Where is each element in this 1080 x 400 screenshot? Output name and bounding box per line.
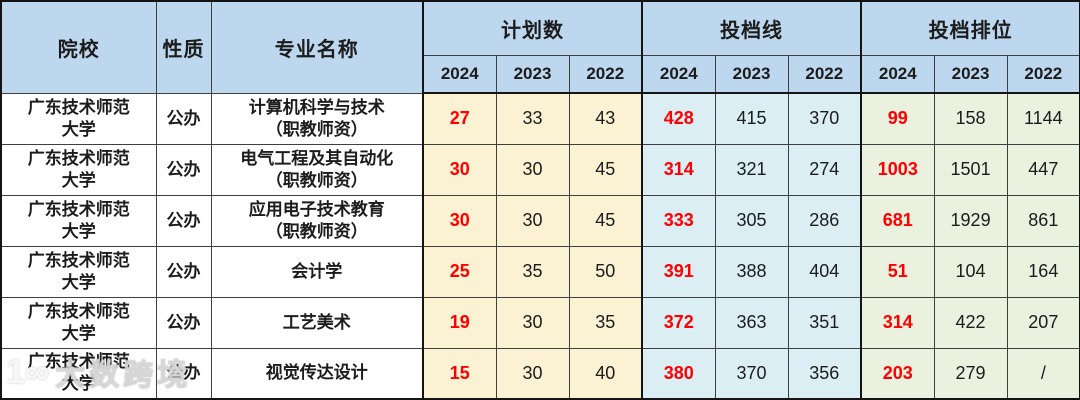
nature-cell: 公办 — [155, 296, 212, 349]
header-major: 专业名称 — [210, 0, 424, 94]
rank-2023-cell: 1501 — [933, 143, 1008, 196]
institution-cell: 广东技术师范 大学 — [0, 347, 157, 400]
major-cell: 视觉传达设计 — [210, 347, 424, 400]
line-2023-cell: 415 — [714, 92, 789, 145]
line-2023-cell: 321 — [714, 143, 789, 196]
rank-2022-cell: 861 — [1006, 194, 1080, 247]
line-2024-cell: 333 — [641, 194, 716, 247]
plan-2024-cell: 27 — [422, 92, 497, 145]
rank-2024-cell: 203 — [860, 347, 935, 400]
rank-2022-cell: 447 — [1006, 143, 1080, 196]
plan-2023-cell: 30 — [495, 347, 570, 400]
header-group-line: 投档线 — [641, 0, 862, 56]
plan-2023-cell: 30 — [495, 194, 570, 247]
header-group-plan: 计划数 — [421, 0, 643, 56]
line-2024-cell: 428 — [641, 92, 716, 145]
major-cell: 工艺美术 — [210, 296, 424, 349]
plan-2024-cell: 19 — [422, 296, 497, 349]
header-institution: 院校 — [0, 0, 157, 94]
header-line-2024: 2024 — [641, 54, 716, 94]
major-cell: 会计学 — [210, 245, 424, 298]
line-2022-cell: 404 — [787, 245, 862, 298]
line-2023-cell: 305 — [714, 194, 789, 247]
line-2023-cell: 363 — [714, 296, 789, 349]
major-cell: 电气工程及其自动化 （职教师资） — [210, 143, 424, 196]
major-cell: 计算机科学与技术 （职教师资） — [210, 92, 424, 145]
line-2024-cell: 380 — [641, 347, 716, 400]
line-2022-cell: 370 — [787, 92, 862, 145]
rank-2023-cell: 158 — [933, 92, 1008, 145]
rank-2022-cell: / — [1006, 347, 1080, 400]
table-row: 广东技术师范 大学 公办 视觉传达设计 15 30 40 380 370 356 … — [0, 347, 1080, 400]
nature-cell: 公办 — [155, 143, 212, 196]
table-row: 广东技术师范 大学 公办 电气工程及其自动化 （职教师资） 30 30 45 314… — [0, 143, 1080, 196]
plan-2024-cell: 30 — [422, 143, 497, 196]
rank-2024-cell: 314 — [860, 296, 935, 349]
header-line-2022: 2022 — [787, 54, 862, 94]
rank-2023-cell: 422 — [933, 296, 1008, 349]
rank-2024-cell: 681 — [860, 194, 935, 247]
table-row: 广东技术师范 大学 公办 应用电子技术教育 （职教师资） 30 30 45 333 … — [0, 194, 1080, 247]
institution-cell: 广东技术师范 大学 — [0, 296, 157, 349]
plan-2024-cell: 25 — [422, 245, 497, 298]
plan-2024-cell: 15 — [422, 347, 497, 400]
nature-cell: 公办 — [155, 347, 212, 400]
line-2024-cell: 314 — [641, 143, 716, 196]
line-2022-cell: 286 — [787, 194, 862, 247]
rank-2022-cell: 207 — [1006, 296, 1080, 349]
rank-2022-cell: 164 — [1006, 245, 1080, 298]
plan-2022-cell: 45 — [568, 194, 643, 247]
nature-cell: 公办 — [155, 92, 212, 145]
line-2023-cell: 388 — [714, 245, 789, 298]
line-2022-cell: 356 — [787, 347, 862, 400]
institution-cell: 广东技术师范 大学 — [0, 92, 157, 145]
plan-2022-cell: 45 — [568, 143, 643, 196]
table-row: 广东技术师范 大学 公办 会计学 25 35 50 391 388 404 51 … — [0, 245, 1080, 298]
nature-cell: 公办 — [155, 245, 212, 298]
header-group-rank: 投档排位 — [860, 0, 1080, 56]
plan-2022-cell: 50 — [568, 245, 643, 298]
rank-2024-cell: 1003 — [860, 143, 935, 196]
line-2022-cell: 351 — [787, 296, 862, 349]
institution-cell: 广东技术师范 大学 — [0, 143, 157, 196]
line-2022-cell: 274 — [787, 143, 862, 196]
header-plan-2023: 2023 — [495, 54, 570, 94]
line-2024-cell: 372 — [641, 296, 716, 349]
rank-2023-cell: 104 — [933, 245, 1008, 298]
table-row: 广东技术师范 大学 公办 计算机科学与技术 （职教师资） 27 33 43 428 … — [0, 92, 1080, 145]
header-rank-2022: 2022 — [1006, 54, 1080, 94]
header-rank-2024: 2024 — [860, 54, 935, 94]
header-rank-2023: 2023 — [933, 54, 1008, 94]
plan-2023-cell: 30 — [495, 296, 570, 349]
header-plan-2022: 2022 — [568, 54, 643, 94]
line-2023-cell: 370 — [714, 347, 789, 400]
header-nature: 性质 — [155, 0, 212, 94]
rank-2023-cell: 1929 — [933, 194, 1008, 247]
plan-2022-cell: 40 — [568, 347, 643, 400]
major-cell: 应用电子技术教育 （职教师资） — [210, 194, 424, 247]
institution-cell: 广东技术师范 大学 — [0, 194, 157, 247]
rank-2022-cell: 1144 — [1006, 92, 1080, 145]
plan-2023-cell: 33 — [495, 92, 570, 145]
line-2024-cell: 391 — [641, 245, 716, 298]
rank-2024-cell: 99 — [860, 92, 935, 145]
rank-2023-cell: 279 — [933, 347, 1008, 400]
plan-2022-cell: 43 — [568, 92, 643, 145]
table-row: 广东技术师范 大学 公办 工艺美术 19 30 35 372 363 351 31… — [0, 296, 1080, 349]
nature-cell: 公办 — [155, 194, 212, 247]
plan-2022-cell: 35 — [568, 296, 643, 349]
plan-2023-cell: 30 — [495, 143, 570, 196]
header-line-2023: 2023 — [714, 54, 789, 94]
plan-2024-cell: 30 — [422, 194, 497, 247]
plan-2023-cell: 35 — [495, 245, 570, 298]
header-plan-2024: 2024 — [422, 54, 497, 94]
rank-2024-cell: 51 — [860, 245, 935, 298]
institution-cell: 广东技术师范 大学 — [0, 245, 157, 298]
